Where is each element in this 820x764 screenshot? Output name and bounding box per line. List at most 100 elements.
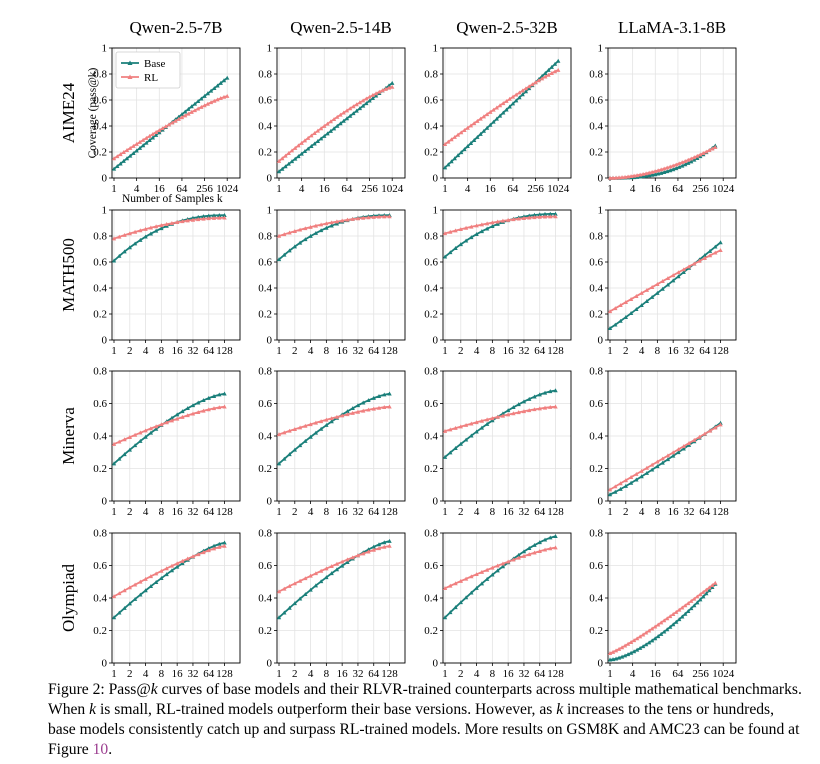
rl-data-point — [442, 231, 448, 236]
rl-data-point — [206, 407, 211, 412]
rl-data-point — [299, 140, 304, 145]
x-tick-label: 32 — [352, 345, 363, 357]
x-tick-label: 8 — [490, 345, 496, 357]
rl-data-point — [469, 421, 474, 426]
base-data-point — [532, 394, 537, 399]
rl-data-point — [313, 420, 319, 425]
subplot-aime24-qwen-2-5-14b: 0 0.2 0.4 0.6 0.8 1 1 4 16 64 256 1024 — [258, 43, 406, 195]
rl-data-point — [118, 152, 123, 157]
rl-data-point — [704, 587, 709, 592]
rl-series-line — [278, 86, 393, 162]
rl-data-point — [542, 547, 548, 552]
base-data-point — [686, 160, 691, 165]
rl-data-point — [289, 148, 295, 153]
subplot-minerva-qwen-2-5-32b: 0 0.2 0.4 0.6 0.8 1 2 4 8 16 32 64 128 — [424, 366, 572, 518]
rl-data-point — [324, 417, 329, 422]
figure-caption: Figure 2: Pass@k curves of base models a… — [48, 680, 804, 760]
base-data-point — [676, 617, 682, 622]
rl-data-point — [225, 93, 230, 98]
rl-data-point — [308, 573, 313, 578]
base-data-point — [516, 552, 521, 557]
x-tick-label: 8 — [324, 668, 330, 680]
y-tick-label: 0.6 — [424, 257, 438, 269]
y-tick-label: 0.4 — [258, 283, 272, 295]
x-tick-label: 16 — [668, 345, 680, 357]
base-data-point — [474, 232, 479, 236]
column-title: LLaMA-3.1-8B — [618, 18, 726, 37]
x-tick-label: 64 — [534, 668, 546, 680]
y-tick-label: 0 — [433, 335, 439, 347]
base-data-point — [504, 107, 509, 112]
rl-series-line — [113, 545, 225, 598]
base-data-point — [449, 159, 454, 164]
rl-data-point — [665, 453, 671, 458]
rl-data-point — [532, 215, 537, 220]
y-tick-label: 0.2 — [258, 625, 272, 637]
rl-data-point — [670, 612, 676, 616]
x-tick-label: 64 — [699, 345, 711, 357]
rl-data-point — [497, 103, 503, 108]
base-data-point — [111, 461, 117, 466]
rl-data-point — [218, 96, 223, 101]
rl-data-point — [280, 156, 285, 161]
base-series-line — [113, 214, 225, 262]
rl-data-point — [448, 427, 453, 432]
base-data-point — [303, 438, 308, 443]
rl-data-point — [462, 128, 467, 132]
rl-data-point — [495, 219, 500, 224]
y-tick-label: 0.8 — [424, 231, 438, 243]
rl-data-point — [495, 563, 500, 568]
base-data-point — [276, 615, 282, 620]
base-series-line — [444, 535, 556, 619]
rl-data-point — [491, 107, 496, 112]
rl-series-line — [113, 405, 225, 445]
base-data-point — [639, 474, 644, 479]
base-data-point — [673, 619, 679, 624]
base-data-point — [143, 434, 148, 439]
y-tick-label: 0.8 — [589, 231, 603, 243]
rl-data-point — [371, 406, 376, 411]
rl-data-point — [537, 548, 542, 553]
rl-data-point — [143, 576, 148, 581]
base-data-point — [532, 212, 537, 217]
base-data-point — [548, 389, 553, 394]
rl-data-point — [215, 97, 220, 102]
base-data-point — [475, 134, 480, 139]
rl-data-point — [643, 630, 649, 635]
rl-data-point — [455, 132, 461, 137]
rl-data-point — [160, 126, 165, 131]
y-tick-label: 0 — [433, 496, 439, 508]
rl-data-point — [390, 84, 395, 89]
y-tick-label: 0.8 — [258, 366, 272, 378]
rl-data-point — [380, 88, 385, 93]
base-series-line — [278, 540, 390, 619]
rl-data-point — [701, 589, 706, 594]
rl-data-point — [127, 434, 132, 439]
base-data-point — [318, 426, 324, 431]
base-data-point — [707, 248, 713, 253]
x-tick-label: 256 — [692, 183, 709, 195]
rl-data-point — [670, 273, 676, 278]
x-tick-label: 128 — [381, 345, 398, 357]
caption-figure-link[interactable]: 10 — [92, 741, 109, 758]
base-data-point — [625, 652, 631, 657]
subplot-math500-qwen-2-5-7b: 00.20.40.60.811 2 4 8 16 32 64 128 — [93, 205, 241, 357]
rl-data-point — [201, 408, 206, 413]
y-tick-label: 0.6 — [589, 95, 603, 107]
rl-data-point — [553, 545, 558, 550]
base-data-point — [131, 151, 136, 156]
base-data-point — [463, 595, 469, 600]
rl-data-point — [548, 546, 553, 551]
y-tick-label: 0 — [598, 173, 604, 185]
rl-data-point — [111, 236, 117, 241]
rl-data-point — [196, 552, 201, 557]
rl-data-point — [707, 428, 713, 433]
base-data-point — [689, 606, 694, 611]
rl-data-point — [556, 67, 561, 72]
base-data-point — [211, 213, 217, 218]
x-tick-label: 4 — [299, 183, 305, 195]
y-tick-label: 0.6 — [258, 95, 272, 107]
base-data-point — [521, 549, 527, 554]
base-data-point — [347, 113, 353, 118]
rl-data-point — [479, 418, 485, 423]
